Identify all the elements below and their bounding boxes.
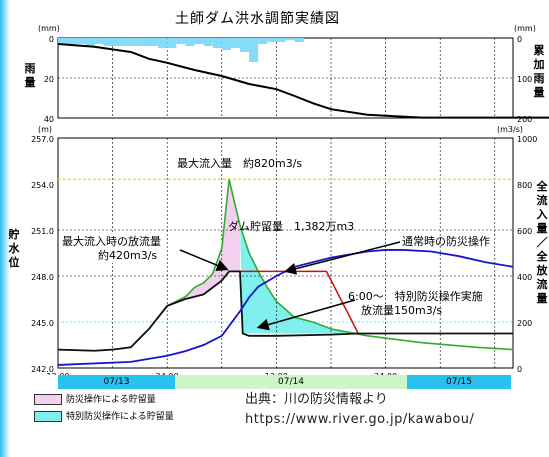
level-tick: 242.0 (31, 365, 54, 374)
rain-left-tick: 20 (44, 75, 54, 84)
storage-fills (167, 179, 350, 334)
rain-bar (212, 38, 222, 48)
rain-bar (85, 38, 95, 46)
date-segment-0713: 07/13 (58, 375, 175, 389)
rain-bar (294, 38, 304, 42)
page-edge-decoration (0, 0, 10, 457)
rain-bar (112, 38, 122, 46)
special-storage-fill (240, 225, 350, 334)
rain-bar (58, 38, 68, 44)
flow-tick: 600 (517, 227, 532, 236)
rain-bar (194, 38, 204, 44)
arrow-normal-operation (284, 241, 401, 275)
flow-tick: 0 (517, 365, 522, 374)
legend-special-storage: 特別防災操作による貯留量 (34, 411, 174, 423)
apex-storage-fill (229, 179, 240, 272)
rain-panel-grid (58, 38, 513, 118)
flow-tick: 200 (517, 319, 532, 328)
flow-axis-label: 全流入量／全放流量 (536, 180, 548, 305)
special-operation-line1: 6:00～ 特別防災操作実施 (348, 290, 483, 303)
rain-bar (158, 38, 168, 48)
rain-bar (221, 38, 231, 50)
time-tick: 24:00 (374, 372, 397, 375)
rain-left-unit: (mm) (38, 24, 60, 33)
rain-bar (185, 38, 195, 46)
rain-left-axis-label: 雨量 (24, 62, 36, 89)
annotation-arrows (179, 241, 401, 331)
date-segment-0714: 07/14 (175, 375, 407, 389)
flow-unit: (m3/s) (497, 125, 523, 134)
rain-bar (240, 38, 250, 52)
rain-bar (167, 38, 177, 48)
chart-title: 土師ダム洪水調節実績図 (175, 11, 340, 27)
rain-axis-ticks: 0 20 40 0 100 200 (44, 35, 532, 124)
legend-swatch-normal (34, 394, 62, 405)
level-tick: 251.0 (31, 227, 54, 236)
actual_release-line (57, 270, 513, 352)
rain-bars (58, 38, 304, 62)
rain-bar (203, 38, 213, 46)
source-url: https://www.river.go.jp/kawabou/ (245, 412, 475, 427)
rain-bar (285, 38, 295, 40)
date-segment-0715: 07/15 (407, 375, 511, 389)
rain-bar (139, 38, 149, 46)
rain-right-tick: 200 (517, 115, 532, 124)
flow-and-level-series (57, 179, 514, 366)
legend-normal-storage: 防災操作による貯留量 (34, 394, 156, 406)
rain-bar (103, 38, 113, 46)
rain-bar (76, 38, 86, 44)
rain-right-tick: 0 (517, 35, 522, 44)
rain-bar (94, 38, 104, 44)
legend-label-special: 特別防災操作による貯留量 (66, 412, 174, 422)
cumulative-rain-line (57, 43, 549, 119)
rain-right-unit: (mm) (514, 24, 536, 33)
max-inflow-reference-line (58, 178, 513, 323)
level-axis-label: 貯水位 (8, 228, 20, 269)
level-tick: 248.0 (31, 273, 54, 282)
special-operation-line2: 放流量150m3/s (361, 304, 443, 317)
rain-left-tick: 0 (49, 35, 54, 44)
rain-bar (230, 38, 240, 48)
source-line1: 出典：川の防災情報より (245, 392, 388, 407)
rain-bar (258, 38, 268, 44)
normal-operation-annotation: 通常時の防災操作 (402, 235, 490, 248)
flow-tick: 800 (517, 181, 532, 190)
flow-tick: 1000 (517, 135, 537, 144)
legend-label-normal: 防災操作による貯留量 (66, 395, 156, 405)
flow-tick: 400 (517, 273, 532, 282)
rain-bar (176, 38, 186, 44)
main-axis-ticks: 257.0 254.0 251.0 248.0 245.0 242.0 1000 800 600… (31, 135, 537, 375)
legend-swatch-special (34, 411, 62, 422)
rain-bar (121, 38, 131, 46)
release-at-max-line1: 最大流入時の放流量 (60, 233, 163, 249)
release-at-max-line2: 約420m3/s (96, 247, 160, 263)
max-inflow-annotation: 最大流入量 約820m3/s (177, 157, 303, 170)
normal-storage-fill (167, 179, 230, 306)
rain-bar (67, 38, 77, 44)
cumulative-rain-polyline (57, 43, 549, 119)
level-tick: 245.0 (31, 319, 54, 328)
rain-bar (149, 38, 159, 46)
level-tick: 257.0 (31, 135, 54, 144)
level-unit: (m) (38, 125, 53, 134)
time-tick: 24:00 (156, 372, 179, 375)
rain-left-tick: 40 (44, 115, 54, 124)
rain-right-axis-label: 累加雨量 (533, 44, 545, 99)
arrow-special-operation (256, 299, 356, 331)
water_level-line (57, 249, 514, 366)
storage-annotation: ダム貯留量 1,382万m3 (228, 220, 355, 233)
rain-right-tick: 100 (517, 75, 532, 84)
rain-bar (267, 38, 277, 42)
time-tick: 12:00 (46, 372, 69, 375)
time-tick: 12:00 (265, 372, 288, 375)
arrow-release-at-max (179, 249, 229, 271)
rain-bar (130, 38, 140, 46)
rain-bar (249, 38, 259, 62)
level-tick: 254.0 (31, 181, 54, 190)
rain-bar (276, 38, 286, 42)
